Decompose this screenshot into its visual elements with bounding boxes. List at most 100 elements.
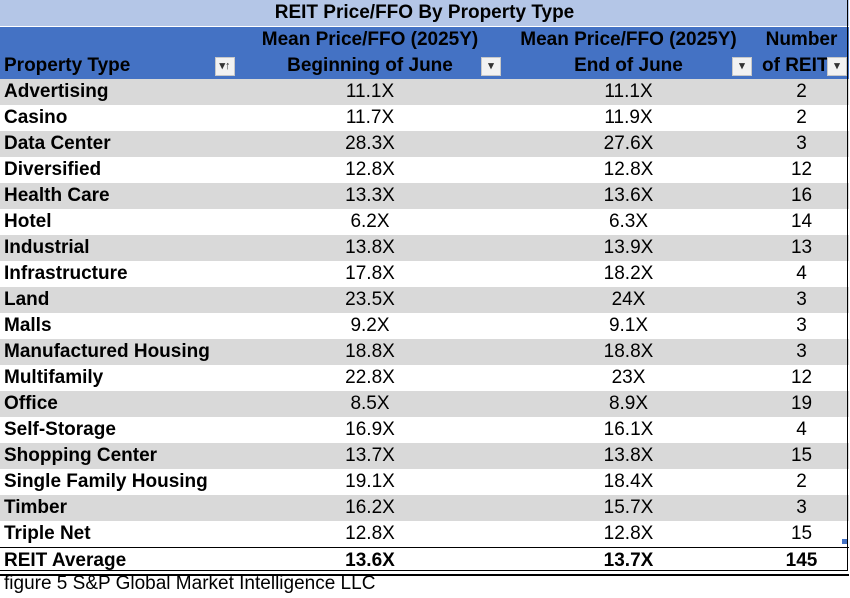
cell-property-type[interactable]: Land	[0, 287, 237, 313]
cell-average-begin[interactable]: 13.6X	[237, 547, 503, 576]
table-row[interactable]: Land 23.5X 24X 3	[0, 287, 850, 313]
cell-end-june[interactable]: 11.9X	[503, 105, 754, 131]
cell-number-of-reits[interactable]: 15	[754, 521, 850, 548]
dropdown-filter-icon[interactable]: ▾	[481, 57, 501, 76]
cell-end-june[interactable]: 13.6X	[503, 183, 754, 209]
sort-ascending-filter-icon[interactable]: ▾↑	[215, 57, 235, 76]
table-row[interactable]: Casino 11.7X 11.9X 2	[0, 105, 850, 131]
table-row[interactable]: Triple Net 12.8X 12.8X 15	[0, 521, 850, 548]
cell-number-of-reits[interactable]: 2	[754, 105, 850, 131]
cell-average-count[interactable]: 145	[754, 547, 850, 576]
cell-begin-june[interactable]: 13.3X	[237, 183, 503, 209]
cell-end-june[interactable]: 8.9X	[503, 391, 754, 417]
cell-property-type[interactable]: Infrastructure	[0, 261, 237, 287]
table-row[interactable]: Diversified 12.8X 12.8X 12	[0, 157, 850, 183]
cell-property-type[interactable]: Casino	[0, 105, 237, 131]
cell-end-june[interactable]: 18.4X	[503, 469, 754, 495]
cell-begin-june[interactable]: 17.8X	[237, 261, 503, 287]
table-resize-handle[interactable]	[842, 539, 847, 544]
cell-number-of-reits[interactable]: 12	[754, 157, 850, 183]
table-row[interactable]: Health Care 13.3X 13.6X 16	[0, 183, 850, 209]
cell-number-of-reits[interactable]: 15	[754, 443, 850, 469]
cell-number-of-reits[interactable]: 4	[754, 417, 850, 443]
cell-property-type[interactable]: Shopping Center	[0, 443, 237, 469]
table-row[interactable]: Office 8.5X 8.9X 19	[0, 391, 850, 417]
cell-begin-june[interactable]: 11.1X	[237, 79, 503, 105]
cell-property-type[interactable]: Malls	[0, 313, 237, 339]
table-row[interactable]: Advertising 11.1X 11.1X 2	[0, 79, 850, 105]
cell-begin-june[interactable]: 13.7X	[237, 443, 503, 469]
table-row[interactable]: Single Family Housing 19.1X 18.4X 2	[0, 469, 850, 495]
cell-begin-june[interactable]: 22.8X	[237, 365, 503, 391]
cell-begin-june[interactable]: 16.9X	[237, 417, 503, 443]
table-row[interactable]: Data Center 28.3X 27.6X 3	[0, 131, 850, 157]
cell-end-june[interactable]: 13.8X	[503, 443, 754, 469]
cell-end-june[interactable]: 11.1X	[503, 79, 754, 105]
cell-property-type[interactable]: Single Family Housing	[0, 469, 237, 495]
cell-end-june[interactable]: 15.7X	[503, 495, 754, 521]
cell-begin-june[interactable]: 19.1X	[237, 469, 503, 495]
cell-begin-june[interactable]: 23.5X	[237, 287, 503, 313]
cell-end-june[interactable]: 18.2X	[503, 261, 754, 287]
cell-property-type[interactable]: Health Care	[0, 183, 237, 209]
cell-end-june[interactable]: 27.6X	[503, 131, 754, 157]
cell-property-type[interactable]: Industrial	[0, 235, 237, 261]
cell-average-end[interactable]: 13.7X	[503, 547, 754, 576]
cell-number-of-reits[interactable]: 14	[754, 209, 850, 235]
cell-property-type[interactable]: Data Center	[0, 131, 237, 157]
cell-property-type[interactable]: Diversified	[0, 157, 237, 183]
cell-property-type[interactable]: Advertising	[0, 79, 237, 105]
average-row[interactable]: REIT Average 13.6X 13.7X 145	[0, 547, 850, 576]
table-row[interactable]: Self-Storage 16.9X 16.1X 4	[0, 417, 850, 443]
cell-property-type[interactable]: Triple Net	[0, 521, 237, 548]
table-row[interactable]: Shopping Center 13.7X 13.8X 15	[0, 443, 850, 469]
cell-begin-june[interactable]: 12.8X	[237, 157, 503, 183]
cell-number-of-reits[interactable]: 3	[754, 313, 850, 339]
cell-begin-june[interactable]: 8.5X	[237, 391, 503, 417]
cell-number-of-reits[interactable]: 12	[754, 365, 850, 391]
cell-begin-june[interactable]: 18.8X	[237, 339, 503, 365]
cell-end-june[interactable]: 24X	[503, 287, 754, 313]
cell-number-of-reits[interactable]: 2	[754, 469, 850, 495]
cell-number-of-reits[interactable]: 19	[754, 391, 850, 417]
table-row[interactable]: Hotel 6.2X 6.3X 14	[0, 209, 850, 235]
cell-end-june[interactable]: 6.3X	[503, 209, 754, 235]
cell-begin-june[interactable]: 9.2X	[237, 313, 503, 339]
cell-average-label[interactable]: REIT Average	[0, 547, 237, 576]
cell-number-of-reits[interactable]: 3	[754, 495, 850, 521]
cell-number-of-reits[interactable]: 13	[754, 235, 850, 261]
cell-number-of-reits[interactable]: 16	[754, 183, 850, 209]
cell-number-of-reits[interactable]: 2	[754, 79, 850, 105]
table-row[interactable]: Manufactured Housing 18.8X 18.8X 3	[0, 339, 850, 365]
cell-number-of-reits[interactable]: 3	[754, 287, 850, 313]
cell-property-type[interactable]: Hotel	[0, 209, 237, 235]
cell-end-june[interactable]: 16.1X	[503, 417, 754, 443]
cell-property-type[interactable]: Self-Storage	[0, 417, 237, 443]
cell-begin-june[interactable]: 6.2X	[237, 209, 503, 235]
cell-property-type[interactable]: Office	[0, 391, 237, 417]
cell-end-june[interactable]: 18.8X	[503, 339, 754, 365]
cell-begin-june[interactable]: 28.3X	[237, 131, 503, 157]
cell-begin-june[interactable]: 13.8X	[237, 235, 503, 261]
cell-number-of-reits[interactable]: 3	[754, 131, 850, 157]
cell-end-june[interactable]: 12.8X	[503, 521, 754, 548]
cell-begin-june[interactable]: 11.7X	[237, 105, 503, 131]
table-row[interactable]: Malls 9.2X 9.1X 3	[0, 313, 850, 339]
table-row[interactable]: Timber 16.2X 15.7X 3	[0, 495, 850, 521]
dropdown-filter-icon[interactable]: ▾	[732, 57, 752, 76]
cell-number-of-reits[interactable]: 3	[754, 339, 850, 365]
table-row[interactable]: Industrial 13.8X 13.9X 13	[0, 235, 850, 261]
table-row[interactable]: Infrastructure 17.8X 18.2X 4	[0, 261, 850, 287]
cell-end-june[interactable]: 13.9X	[503, 235, 754, 261]
cell-property-type[interactable]: Multifamily	[0, 365, 237, 391]
table-row[interactable]: Multifamily 22.8X 23X 12	[0, 365, 850, 391]
cell-property-type[interactable]: Manufactured Housing	[0, 339, 237, 365]
cell-end-june[interactable]: 12.8X	[503, 157, 754, 183]
dropdown-filter-icon[interactable]: ▾	[827, 57, 848, 76]
cell-begin-june[interactable]: 16.2X	[237, 495, 503, 521]
cell-begin-june[interactable]: 12.8X	[237, 521, 503, 548]
cell-end-june[interactable]: 9.1X	[503, 313, 754, 339]
cell-number-of-reits[interactable]: 4	[754, 261, 850, 287]
cell-end-june[interactable]: 23X	[503, 365, 754, 391]
cell-property-type[interactable]: Timber	[0, 495, 237, 521]
